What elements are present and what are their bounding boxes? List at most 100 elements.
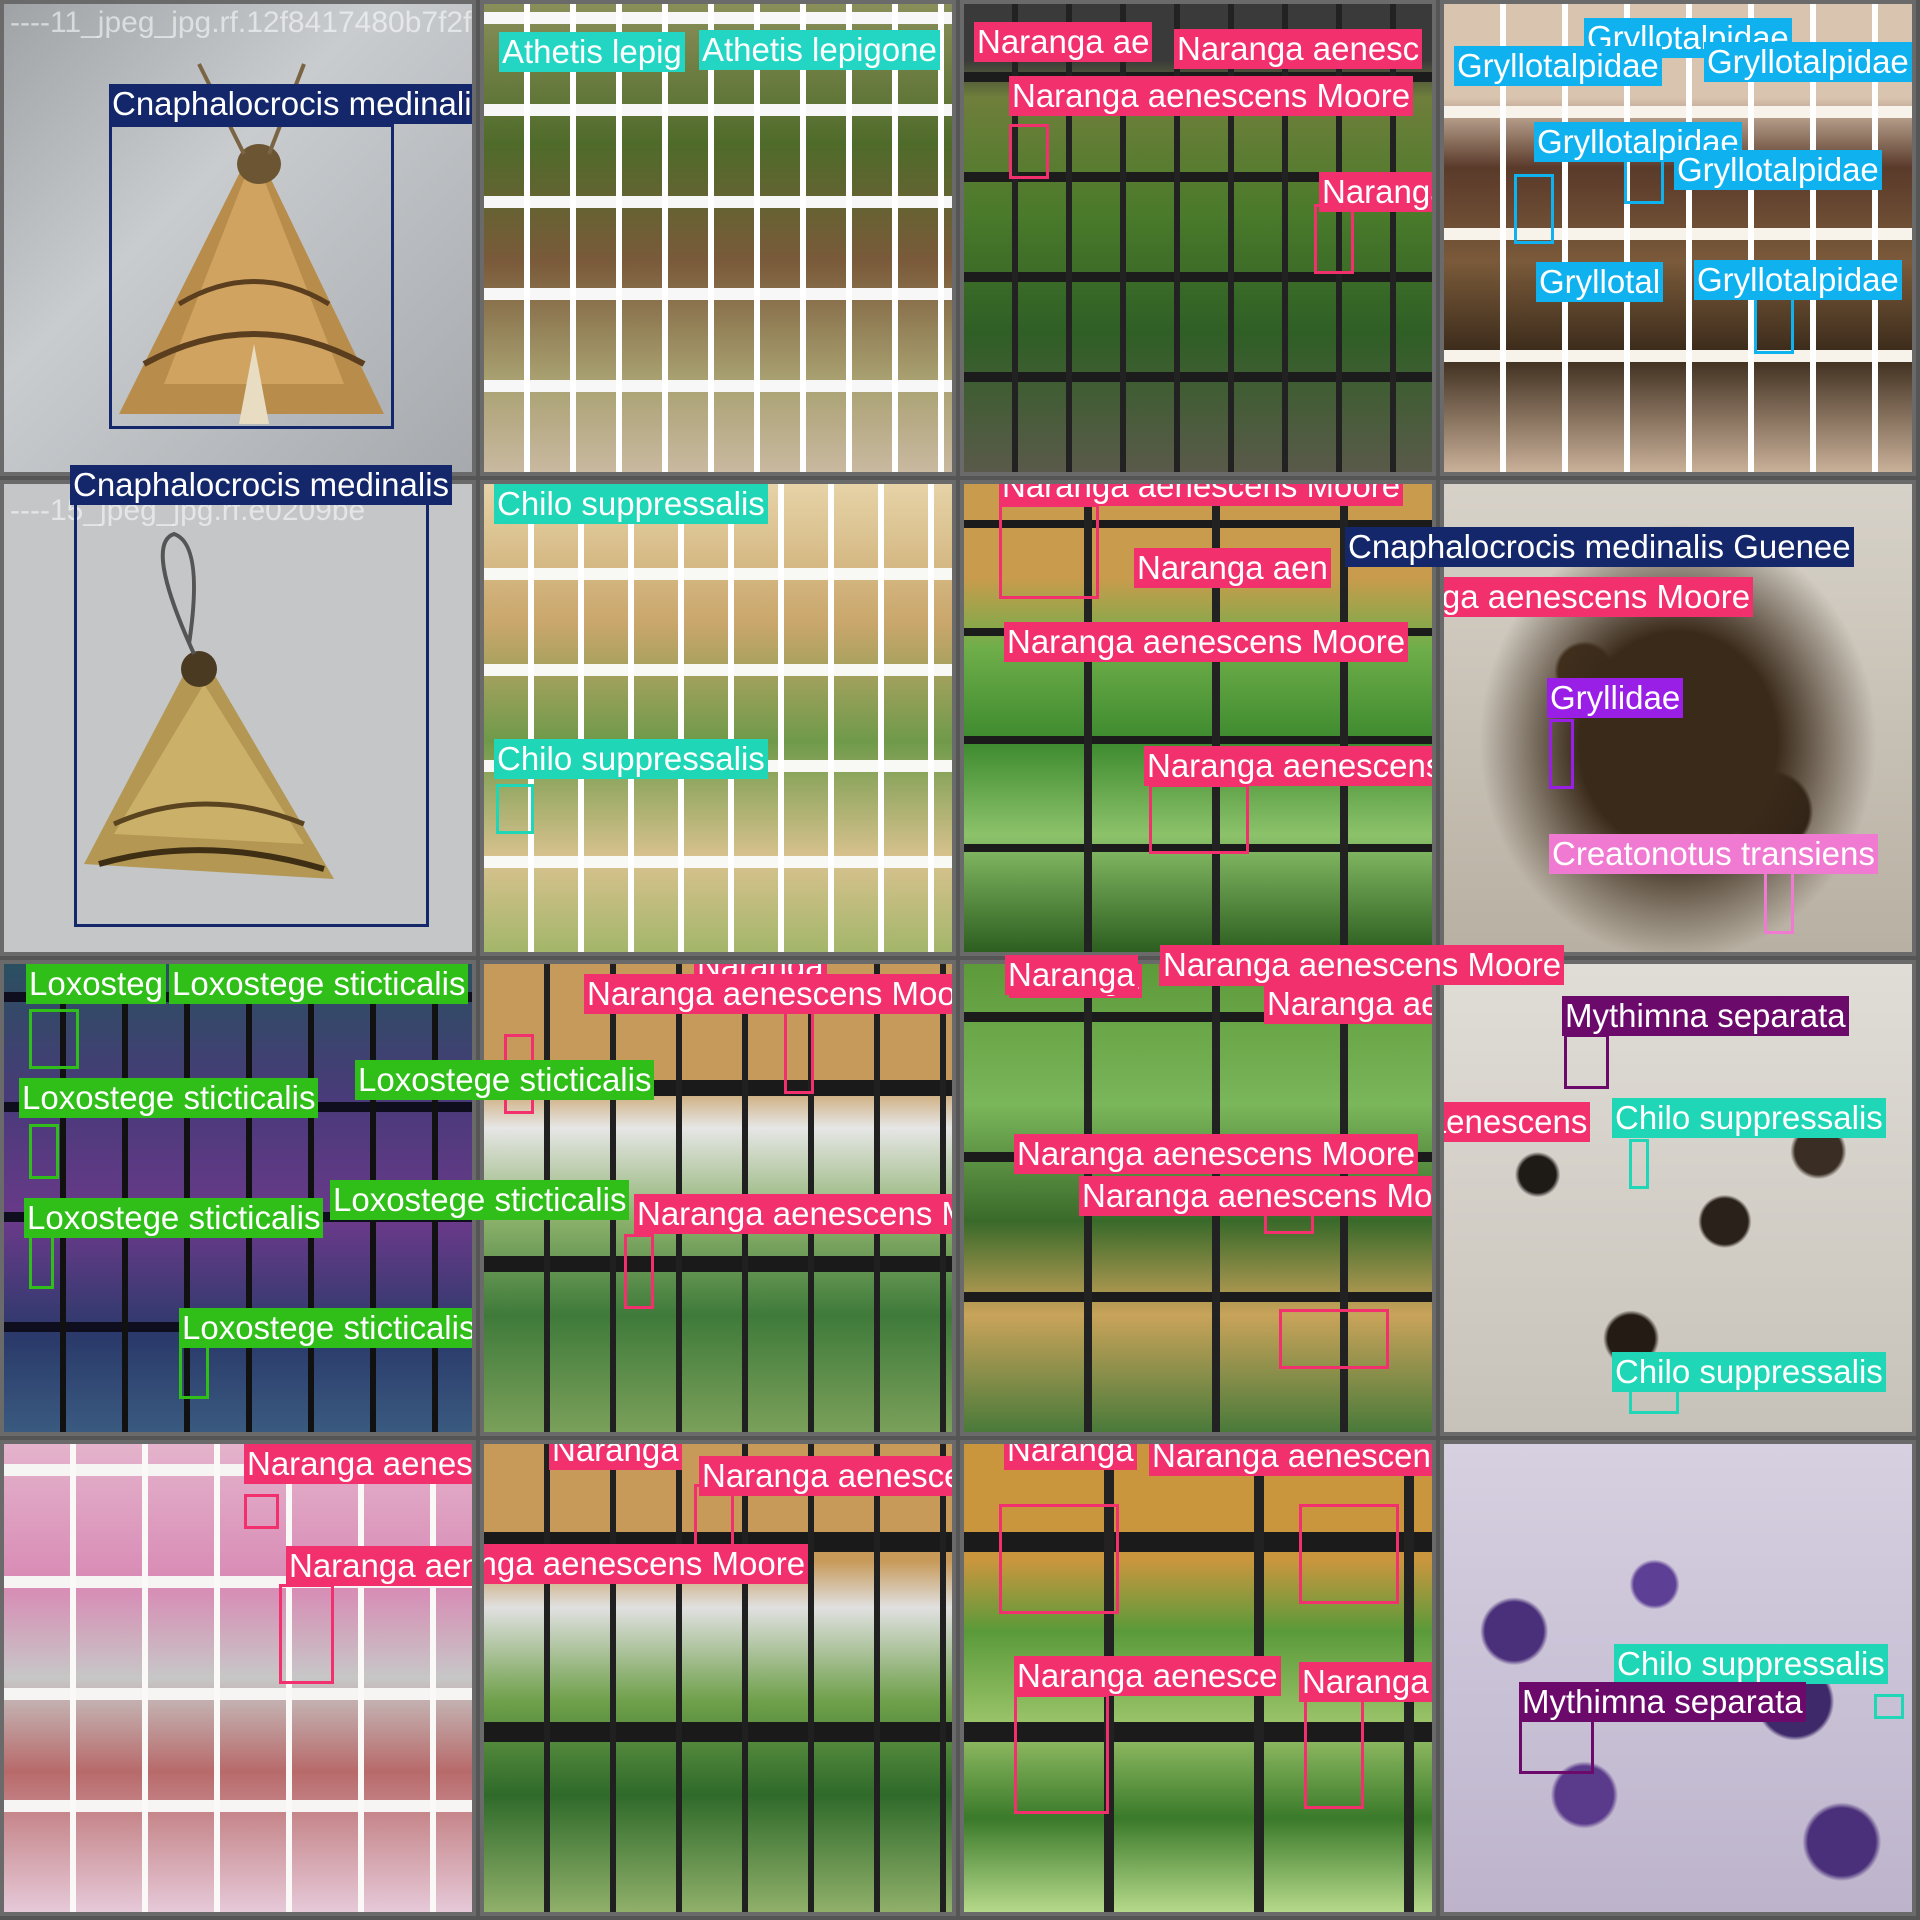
- label-mythimna: Mythimna separata: [1562, 996, 1849, 1036]
- label-mythimna: Mythimna separata: [1519, 1682, 1806, 1722]
- tile-r2c1: ----15_jpeg_jpg.rf.e0209be: [0, 480, 476, 956]
- label-athetis-2: Athetis lepigone: [699, 30, 940, 70]
- bbox-gryllotalpidae: [1514, 174, 1554, 244]
- tile-r1c1: ----11_jpeg_jpg.rf.12f8417480b7f2f100 Cn…: [0, 0, 476, 476]
- label-naranga: Naranga aenesce: [699, 1456, 952, 1496]
- bbox-naranga: [999, 504, 1099, 599]
- thumbnail-grid: [4, 1444, 472, 1912]
- label-naranga: Naranga aenescens Moore: [1079, 1176, 1432, 1216]
- tile-r2c3: Naranga aenescens Moore Naranga aen Nara…: [960, 480, 1436, 956]
- tile-r4c3: Naranga Naranga aenescens Moore Naranga …: [960, 1440, 1436, 1916]
- bbox-loxostege: [29, 1124, 59, 1179]
- label-gryllotalpidae: Gryllotal: [1536, 262, 1664, 302]
- bbox-naranga: [1014, 1694, 1109, 1814]
- label-naranga: Naranga aenescens Moore: [484, 1544, 809, 1584]
- label-chilo: Chilo suppressalis: [1612, 1352, 1886, 1392]
- label-chilo: Chilo suppressalis: [494, 484, 768, 524]
- bbox-naranga: [999, 1504, 1119, 1614]
- label-naranga: Naranga aenesc: [1174, 29, 1423, 69]
- label-cnaphalocrocis: Cnaphalocrocis medinalis Guenee: [1345, 527, 1854, 567]
- bbox-chilo: [1629, 1139, 1649, 1189]
- bbox-loxostege: [179, 1339, 209, 1399]
- label-chilo: Chilo suppressalis: [494, 739, 768, 779]
- bbox-creatonotus: [1764, 869, 1794, 934]
- tile-r3c4: 00323_jpg.rf.769f8adaab0e53 Mythimna sep…: [1440, 960, 1916, 1436]
- bbox-naranga: [244, 1494, 279, 1529]
- label-gryllotalpidae: Gryllotalpidae: [1694, 260, 1902, 300]
- tile-r4c4: 00323_jpg.rf.769f8adaab0e53 Chilo suppre…: [1440, 1440, 1916, 1916]
- bbox-naranga: [1314, 204, 1354, 274]
- label-loxostege: Loxostege sticticalis: [24, 1198, 324, 1238]
- label-naranga: Naranga aenescens Moore: [1444, 577, 1754, 617]
- label-naranga: Naranga aenescens Moore: [1264, 984, 1432, 1024]
- label-naranga: Naranga ae: [974, 22, 1153, 62]
- bbox-loxostege: [29, 1009, 79, 1069]
- label-naranga: Naranga aenescens: [1444, 1102, 1591, 1142]
- bbox-gryllotalpidae: [1754, 294, 1794, 354]
- label-naranga: Naranga aenescens Moore: [1149, 1444, 1432, 1476]
- label-creatonotus: Creatonotus transiens: [1549, 834, 1878, 874]
- ghost-filename: ----11_jpeg_jpg.rf.12f8417480b7f2f100: [10, 6, 476, 39]
- bbox-gryllidae: [1549, 719, 1574, 789]
- bbox-naranga: [624, 1234, 654, 1309]
- label-naranga: Naranga aenescens Moore: [584, 974, 952, 1014]
- label-gryllotalpidae: Gryllotalpidae: [1674, 150, 1882, 190]
- label-athetis-1: Athetis lepig: [499, 32, 685, 72]
- label-naranga: Naranga aenescens Moore: [1004, 622, 1409, 662]
- tile-r3c1: Loxosteg Loxostege sticticalis Loxostege…: [0, 960, 476, 1436]
- tile-r4c2: Naranga Naranga aenesce Naranga aenescen…: [480, 1440, 956, 1916]
- bbox-naranga: [1279, 1309, 1389, 1369]
- bbox-naranga: [1299, 1504, 1399, 1604]
- thumbnail-grid: [484, 1444, 952, 1912]
- moth-image: [84, 531, 334, 879]
- thumbnail-grid: [484, 4, 952, 472]
- label-cnaphalocrocis: Cnaphalocrocis medinalis: [70, 465, 453, 505]
- label-loxostege: Loxostege sticticalis: [330, 1180, 630, 1220]
- tile-r1c4: Gryllotalpidae Gryllotalpidae Gryllotalp…: [1440, 0, 1916, 476]
- bbox-naranga: [1009, 124, 1049, 179]
- tile-r4c1: png_jpg.rf Naranga aenesc Naranga aenesc…: [0, 1440, 476, 1916]
- label-naranga: Naranga aenescens Moore: [1014, 1134, 1419, 1174]
- label-loxostege: Loxostege sticticalis: [169, 964, 469, 1004]
- bbox-mythimna: [1564, 1034, 1609, 1089]
- label-naranga: Naranga: [1004, 1444, 1137, 1470]
- label-naranga: Naranga aenescens Moore: [1144, 746, 1432, 786]
- label-naranga: Naranga aenescens Moore: [999, 484, 1404, 506]
- label-naranga: Naranga aenescens Moore: [286, 1546, 472, 1586]
- label-naranga: Naranga aenescens Moore: [634, 1194, 952, 1234]
- bbox-cnaphalocrocis: [74, 492, 429, 927]
- bbox-cnaphalocrocis: [109, 124, 394, 429]
- thumbnail-grid: [964, 4, 1432, 472]
- label-loxostege: Loxostege sticticalis: [355, 1060, 655, 1100]
- tile-r2c2: Chilo suppressalis Chilo suppressalis: [480, 480, 956, 956]
- label-gryllotalpidae: Gryllotalpidae: [1704, 42, 1912, 82]
- label-naranga: Naranga aenescens Moore: [1319, 172, 1432, 212]
- label-loxostege: Loxostege sticticalis: [19, 1078, 319, 1118]
- bbox-chilo: [1874, 1694, 1904, 1719]
- label-naranga: Naranga aen: [1134, 548, 1331, 588]
- label-gryllotalpidae: Gryllotalpidae: [1454, 46, 1662, 86]
- label-loxostege: Loxosteg: [26, 964, 166, 1004]
- moth-image: [119, 63, 384, 424]
- label-naranga: Naranga aenesce: [1014, 1656, 1281, 1696]
- label-naranga: Naranga aenesc: [244, 1444, 472, 1484]
- label-naranga: Naranga aenescens Moore: [1009, 76, 1414, 116]
- label-naranga: Naranga aenescens Moore: [1160, 945, 1565, 985]
- tile-r1c3: Naranga ae Naranga aenesc Naranga aenesc…: [960, 0, 1436, 476]
- label-loxostege: Loxostege sticticalis: [179, 1308, 472, 1348]
- tile-r1c2: Athetis lepig Athetis lepigone: [480, 0, 956, 476]
- label-gryllidae: Gryllidae: [1547, 678, 1684, 718]
- label-cnaphalocrocis: Cnaphalocrocis medinalis Guenee: [109, 84, 472, 124]
- bbox-chilo: [496, 784, 534, 834]
- bbox-mythimna: [1519, 1719, 1594, 1774]
- tile-r3c3: Naranga Naranga aenescens Moore Naranga …: [960, 960, 1436, 1436]
- label-chilo: Chilo suppressalis: [1614, 1644, 1888, 1684]
- label-naranga: Naranga: [1005, 955, 1138, 995]
- thumbnail-grid: [484, 484, 952, 952]
- bbox-loxostege: [29, 1234, 54, 1289]
- label-naranga: Naranga: [549, 1444, 682, 1470]
- bbox-naranga: [279, 1584, 334, 1684]
- bbox-naranga: [1149, 784, 1249, 854]
- label-chilo: Chilo suppressalis: [1612, 1098, 1886, 1138]
